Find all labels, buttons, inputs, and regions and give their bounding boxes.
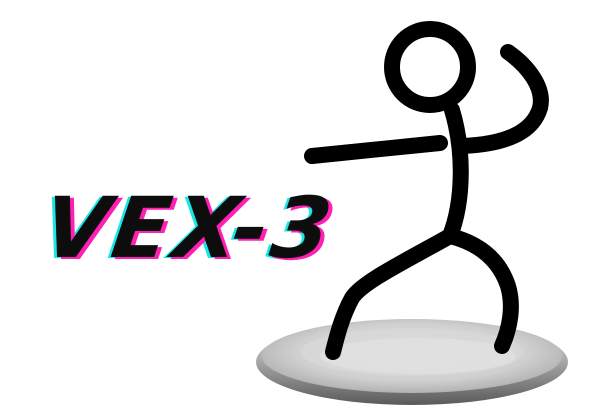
title-text: VEX-3	[37, 179, 342, 277]
stickman-right-arm	[454, 44, 549, 154]
stickman-icon	[304, 21, 549, 360]
stickman-left-arm	[304, 135, 448, 164]
plate-icon	[256, 319, 568, 405]
stickman-left-leg	[325, 228, 458, 360]
stickman-torso	[442, 102, 469, 244]
game-title: VEX-3 VEX-3 VEX-3	[34, 178, 394, 279]
stickman-right-leg	[442, 228, 519, 354]
stickman-head	[384, 21, 476, 113]
